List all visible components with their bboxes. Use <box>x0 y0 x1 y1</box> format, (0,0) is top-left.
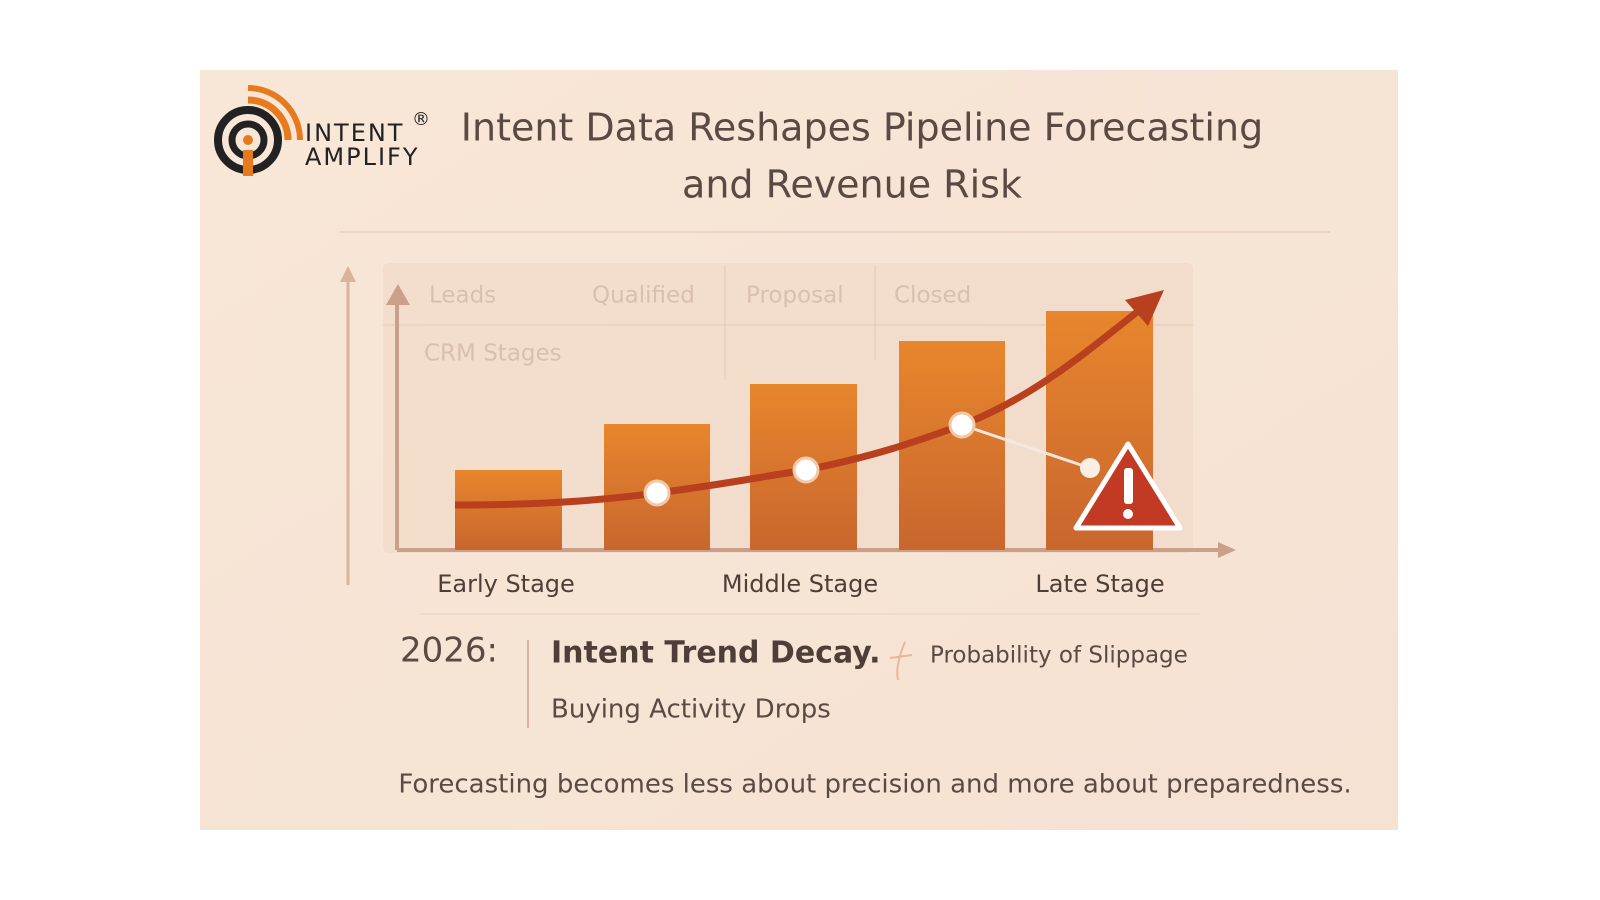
header-label: Leads <box>429 283 496 309</box>
stage-label: Middle Stage <box>722 570 878 598</box>
axis-caption: CRM Stages <box>424 341 562 367</box>
point <box>948 411 976 439</box>
warning-icon <box>1073 441 1183 531</box>
point <box>643 479 671 507</box>
footer: Forecasting becomes less about precision… <box>398 770 1351 800</box>
logo-text: INTENT <box>305 119 404 147</box>
stage-label: Early Stage <box>437 570 575 598</box>
year: 2026: <box>400 631 498 671</box>
bar <box>899 341 1005 550</box>
logo-mark: ® <box>412 109 430 130</box>
title: Intent Data Reshapes Pipeline Forecastin… <box>461 106 1263 150</box>
logo-text: AMPLIFY <box>305 143 420 171</box>
header-label: Proposal <box>746 283 844 309</box>
header-label: Closed <box>894 283 971 309</box>
note: Probability of Slippage <box>930 643 1188 669</box>
title: and Revenue Risk <box>682 163 1022 207</box>
axis-arrow <box>1218 542 1236 558</box>
bar <box>455 470 562 550</box>
headline: Intent Trend Decay. <box>551 636 881 671</box>
point <box>1080 458 1100 478</box>
logo <box>214 85 303 176</box>
subline: Buying Activity Drops <box>551 695 831 725</box>
trend-arrow <box>1125 290 1164 326</box>
point <box>792 456 820 484</box>
axis-arrow <box>386 284 410 305</box>
drop-line <box>961 423 1091 470</box>
axis-arrow <box>340 266 356 282</box>
header-label: Qualified <box>592 283 695 309</box>
connector <box>889 641 913 681</box>
stage-label: Late Stage <box>1035 570 1164 598</box>
